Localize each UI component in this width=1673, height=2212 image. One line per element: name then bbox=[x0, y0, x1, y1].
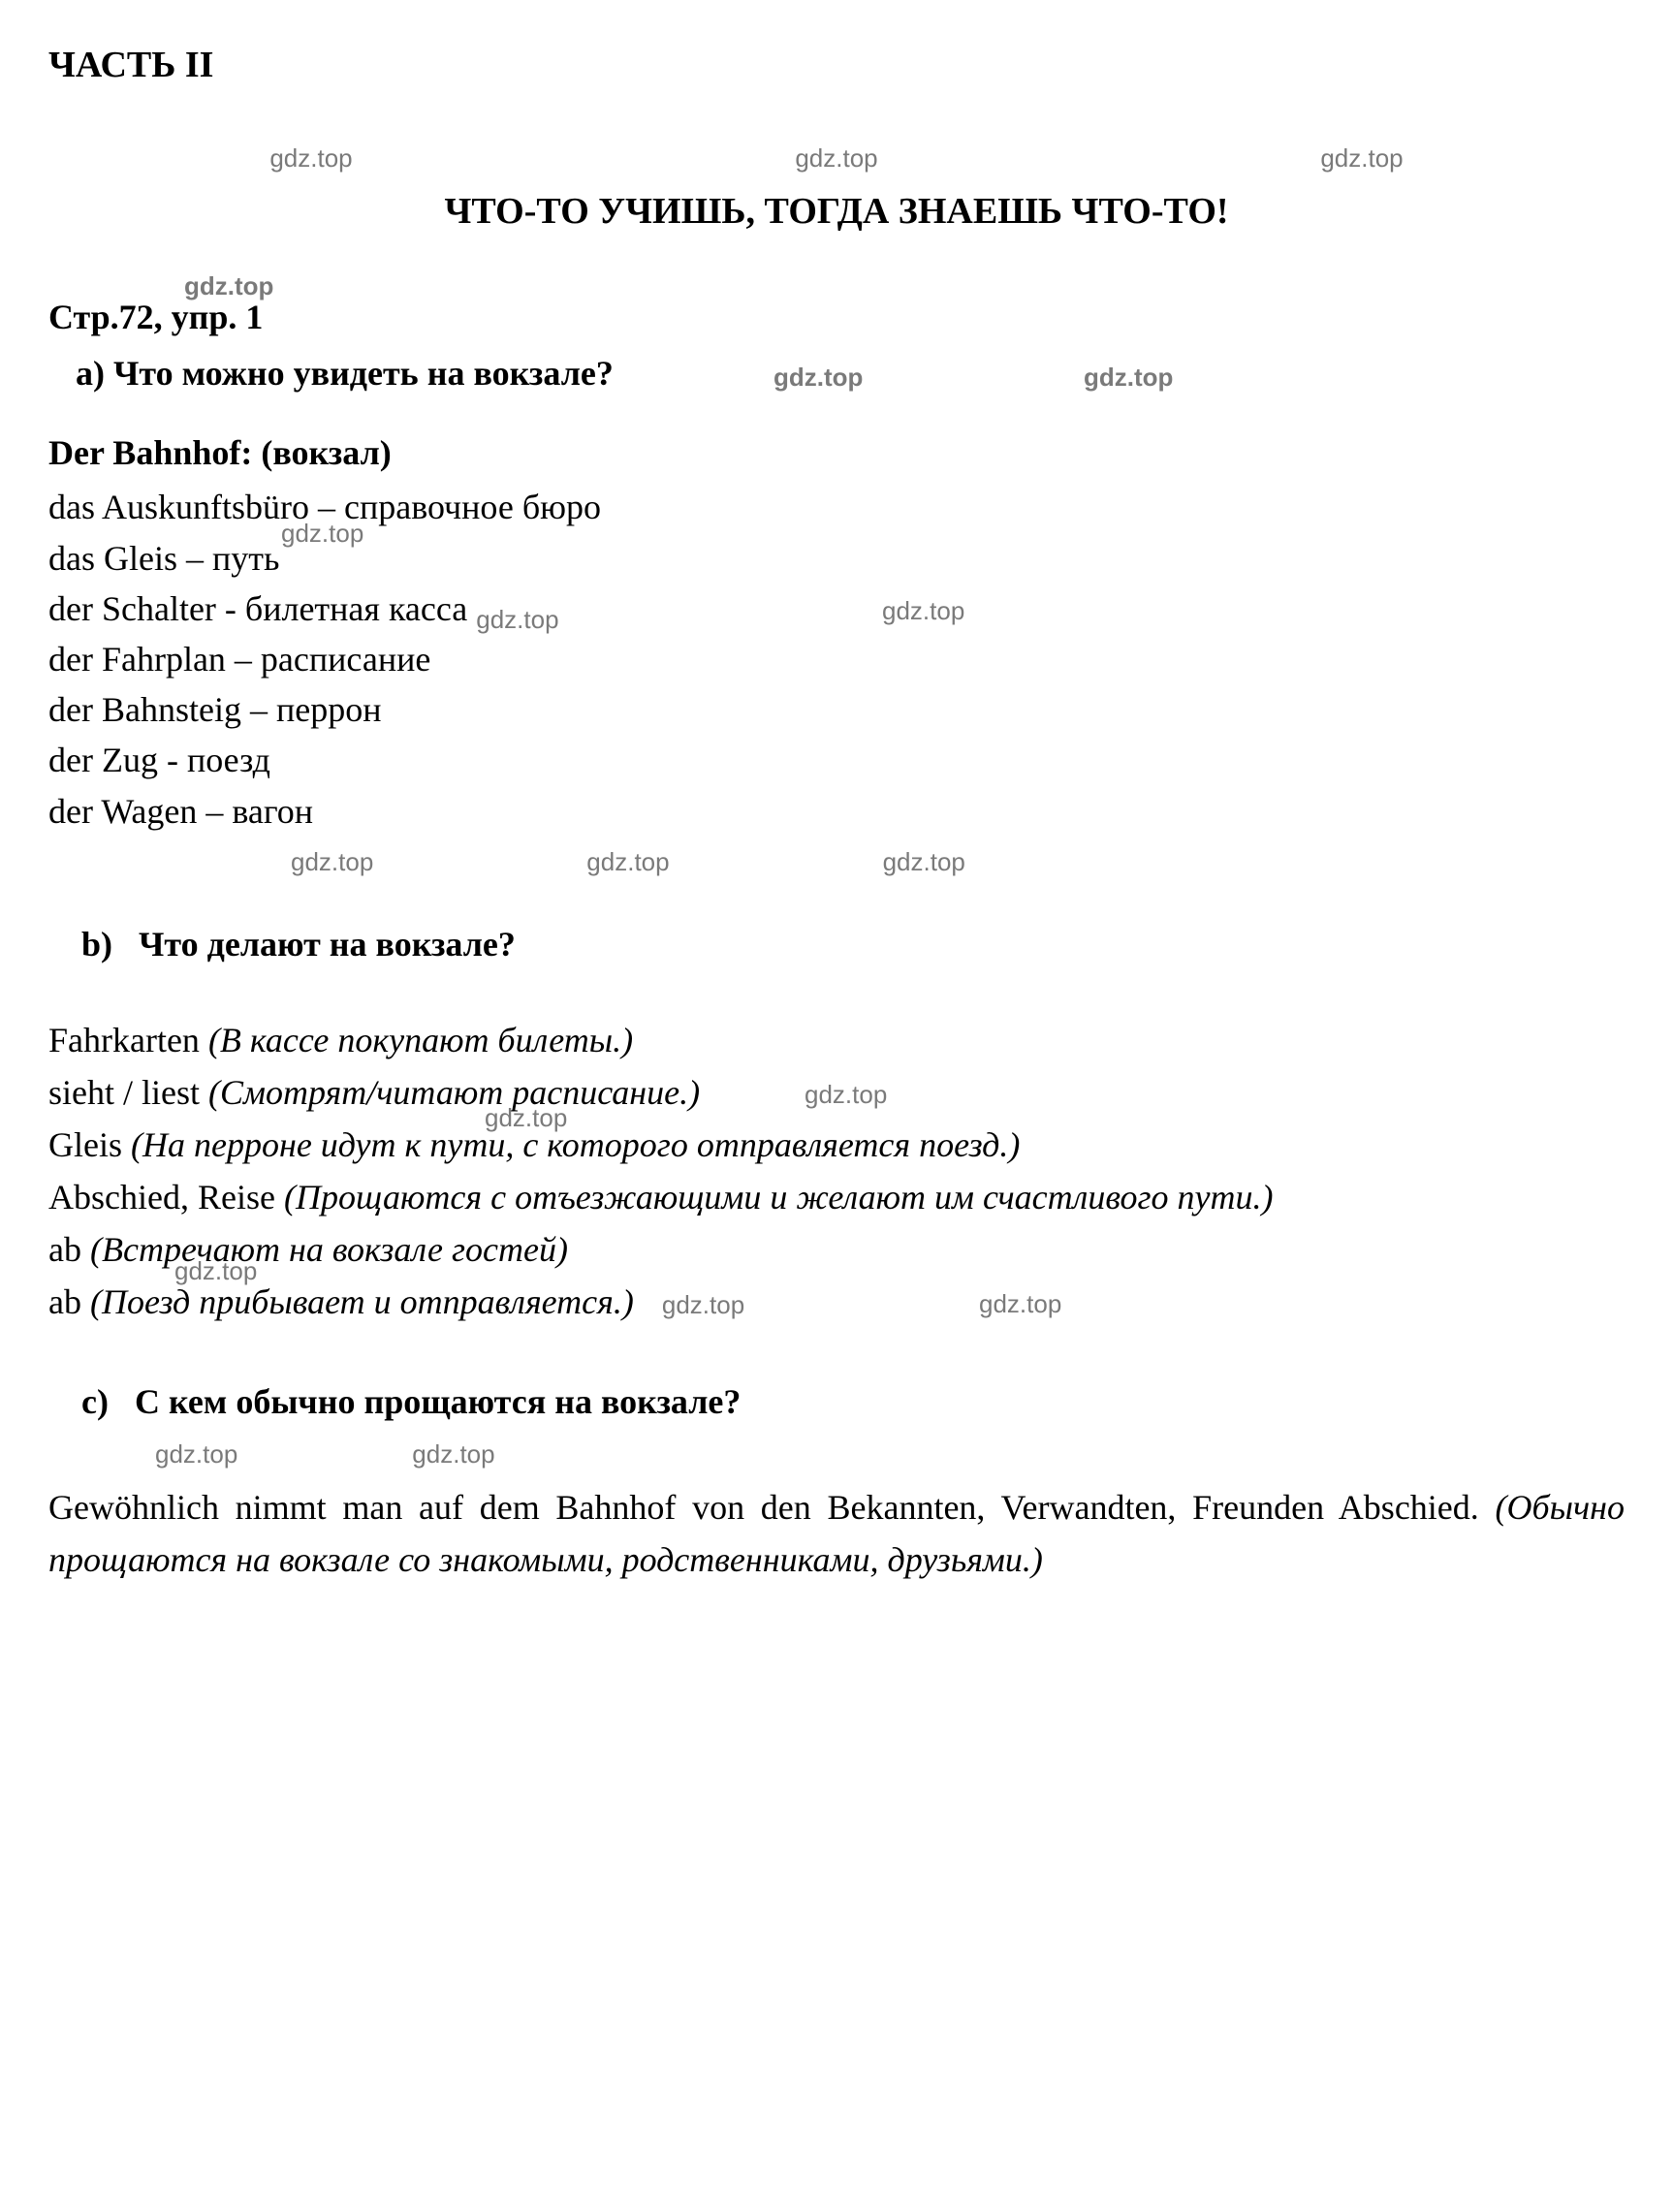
watermark-text: gdz.top bbox=[883, 844, 965, 881]
vocab-text: das Gleis – путь bbox=[48, 539, 279, 578]
watermark-text: gdz.top bbox=[269, 141, 352, 177]
answer-prefix: Gleis bbox=[48, 1125, 131, 1164]
answer-italic: (На перроне идут к пути, с которого отпр… bbox=[131, 1125, 1020, 1164]
answer-prefix: Abschied, Reise bbox=[48, 1178, 284, 1217]
answer-prefix: Fahrkarten bbox=[48, 1021, 208, 1059]
vocab-item: gdz.top das Gleis – путь bbox=[48, 533, 1625, 584]
watermark-text: gdz.top bbox=[979, 1285, 1061, 1323]
answer-italic: (Поезд прибывает и отправляется.) bbox=[90, 1282, 634, 1321]
vocab-text: der Schalter - билетная касса bbox=[48, 589, 467, 628]
answer-c-prefix: Gewöhnlich nimmt man auf dem Bahnhof von… bbox=[48, 1488, 1495, 1527]
watermark-text: gdz.top bbox=[174, 1252, 257, 1290]
vocab-item: der Bahnsteig – перрон bbox=[48, 684, 1625, 735]
section-b: b) Что делают на вокзале? Fahrkarten (В … bbox=[48, 919, 1625, 1327]
part-title: ЧАСТЬ II bbox=[48, 39, 1625, 92]
section-c-question-text: С кем обычно прощаются на вокзале? bbox=[135, 1382, 741, 1421]
watermark-text: gdz.top bbox=[801, 360, 863, 396]
watermark-text: gdz.top bbox=[1111, 360, 1173, 396]
section-c: c) С кем обычно прощаются на вокзале? gd… bbox=[48, 1376, 1625, 1586]
section-a-question-text: Что можно увидеть на вокзале? bbox=[113, 354, 614, 393]
watermark-text: gdz.top bbox=[281, 516, 363, 553]
watermark-text: gdz.top bbox=[586, 844, 669, 881]
section-a-label: a) bbox=[76, 354, 105, 393]
answer-item: Fahrkarten (В кассе покупают билеты.) bbox=[48, 1014, 1625, 1066]
section-a-question: a) Что можно увидеть на вокзале? gdz.top… bbox=[103, 348, 1625, 398]
section-a: a) Что можно увидеть на вокзале? gdz.top… bbox=[48, 348, 1625, 398]
answer-prefix: ab bbox=[48, 1230, 90, 1269]
main-heading: ЧТО-ТО УЧИШЬ, ТОГДА ЗНАЕШЬ ЧТО-ТО! bbox=[48, 185, 1625, 238]
watermark-text: gdz.top bbox=[155, 1437, 237, 1473]
section-b-question-text: Что делают на вокзале? bbox=[139, 925, 516, 964]
vocab-item: der Fahrplan – расписание bbox=[48, 634, 1625, 684]
answer-item: ab (Встречают на вокзале гостей) bbox=[48, 1223, 1625, 1276]
watermark-text: gdz.top bbox=[882, 593, 964, 630]
answer-item: sieht / liest (Смотрят/читают расписание… bbox=[48, 1066, 1625, 1119]
watermark-text: gdz.top bbox=[412, 1437, 494, 1473]
answer-italic: (В кассе покупают билеты.) bbox=[208, 1021, 633, 1059]
watermark-text: gdz.top bbox=[795, 141, 877, 177]
vocab-item: der Schalter - билетная касса gdz.top gd… bbox=[48, 584, 1625, 634]
answer-italic: (Смотрят/читают расписание.) bbox=[208, 1073, 700, 1112]
watermark-row: gdz.top gdz.top gdz.top bbox=[48, 141, 1625, 177]
section-b-label: b) bbox=[81, 925, 112, 964]
vocab-item: der Zug - поезд bbox=[48, 735, 1625, 785]
vocab-block: Der Bahnhof: (вокзал) das Auskunftsbüro … bbox=[48, 427, 1625, 880]
answer-italic: (Прощаются с отъезжающими и желают им сч… bbox=[284, 1178, 1274, 1217]
watermark-text: gdz.top bbox=[662, 1290, 744, 1319]
watermark-row: gdz.top gdz.top bbox=[48, 1437, 1625, 1473]
answer-prefix: sieht / liest bbox=[48, 1073, 208, 1112]
answer-italic: (Встречают на вокзале гостей) bbox=[90, 1230, 568, 1269]
section-c-question: c) С кем обычно прощаются на вокзале? bbox=[116, 1376, 1625, 1427]
page-reference: gdz.top Стр.72, упр. 1 bbox=[48, 292, 1625, 342]
answer-item: Gleis (На перроне идут к пути, с которог… bbox=[48, 1119, 1625, 1171]
watermark-row: gdz.top gdz.top gdz.top bbox=[48, 844, 1625, 881]
section-c-label: c) bbox=[81, 1382, 109, 1421]
answer-block-b: Fahrkarten (В кассе покупают билеты.) si… bbox=[48, 1014, 1625, 1328]
vocab-item: der Wagen – вагон bbox=[48, 786, 1625, 837]
watermark-text: gdz.top bbox=[1320, 141, 1403, 177]
answer-item: ab (Поезд прибывает и отправляется.) gdz… bbox=[48, 1276, 1625, 1328]
answer-c: Gewöhnlich nimmt man auf dem Bahnhof von… bbox=[48, 1481, 1625, 1586]
section-b-question: b) Что делают на вокзале? bbox=[116, 919, 1625, 969]
watermark-text: gdz.top bbox=[291, 844, 373, 881]
watermark-text: gdz.top bbox=[485, 1099, 567, 1137]
watermark-text: gdz.top bbox=[476, 605, 558, 634]
vocab-subtitle: Der Bahnhof: (вокзал) bbox=[48, 427, 1625, 478]
answer-item: Abschied, Reise (Прощаются с отъезжающим… bbox=[48, 1171, 1625, 1223]
answer-prefix: ab bbox=[48, 1282, 90, 1321]
watermark-text: gdz.top bbox=[805, 1076, 887, 1114]
watermark-text: gdz.top bbox=[184, 269, 273, 305]
